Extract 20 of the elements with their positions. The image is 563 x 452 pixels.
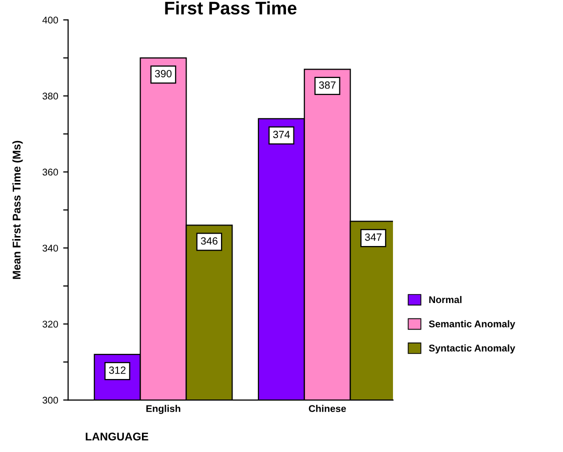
data-label: 374 bbox=[273, 130, 290, 138]
y-tick-label: 340 bbox=[42, 244, 58, 252]
data-label: 387 bbox=[319, 81, 336, 89]
x-tick-label: English bbox=[146, 404, 180, 414]
data-label: 312 bbox=[109, 366, 126, 374]
y-tick-label: 360 bbox=[42, 168, 58, 176]
chart-title: First Pass Time bbox=[165, 1, 297, 15]
x-tick-label: Chinese bbox=[308, 404, 346, 412]
data-label: 390 bbox=[154, 70, 172, 78]
data-label: 346 bbox=[200, 237, 218, 245]
y-axis-title: Mean First Pass Time (Ms) bbox=[12, 140, 23, 279]
y-tick-label: 380 bbox=[42, 92, 58, 100]
y-tick-label: 300 bbox=[42, 396, 58, 404]
legend-label: Semantic Anomaly bbox=[428, 320, 516, 330]
x-axis-title: LANGUAGE bbox=[86, 432, 148, 440]
data-label: 347 bbox=[364, 233, 382, 241]
y-tick-label: 320 bbox=[42, 320, 58, 328]
y-tick-label: 400 bbox=[42, 16, 58, 24]
legend-label: Syntactic Anomaly bbox=[428, 344, 516, 354]
legend-label: Normal bbox=[429, 296, 462, 304]
